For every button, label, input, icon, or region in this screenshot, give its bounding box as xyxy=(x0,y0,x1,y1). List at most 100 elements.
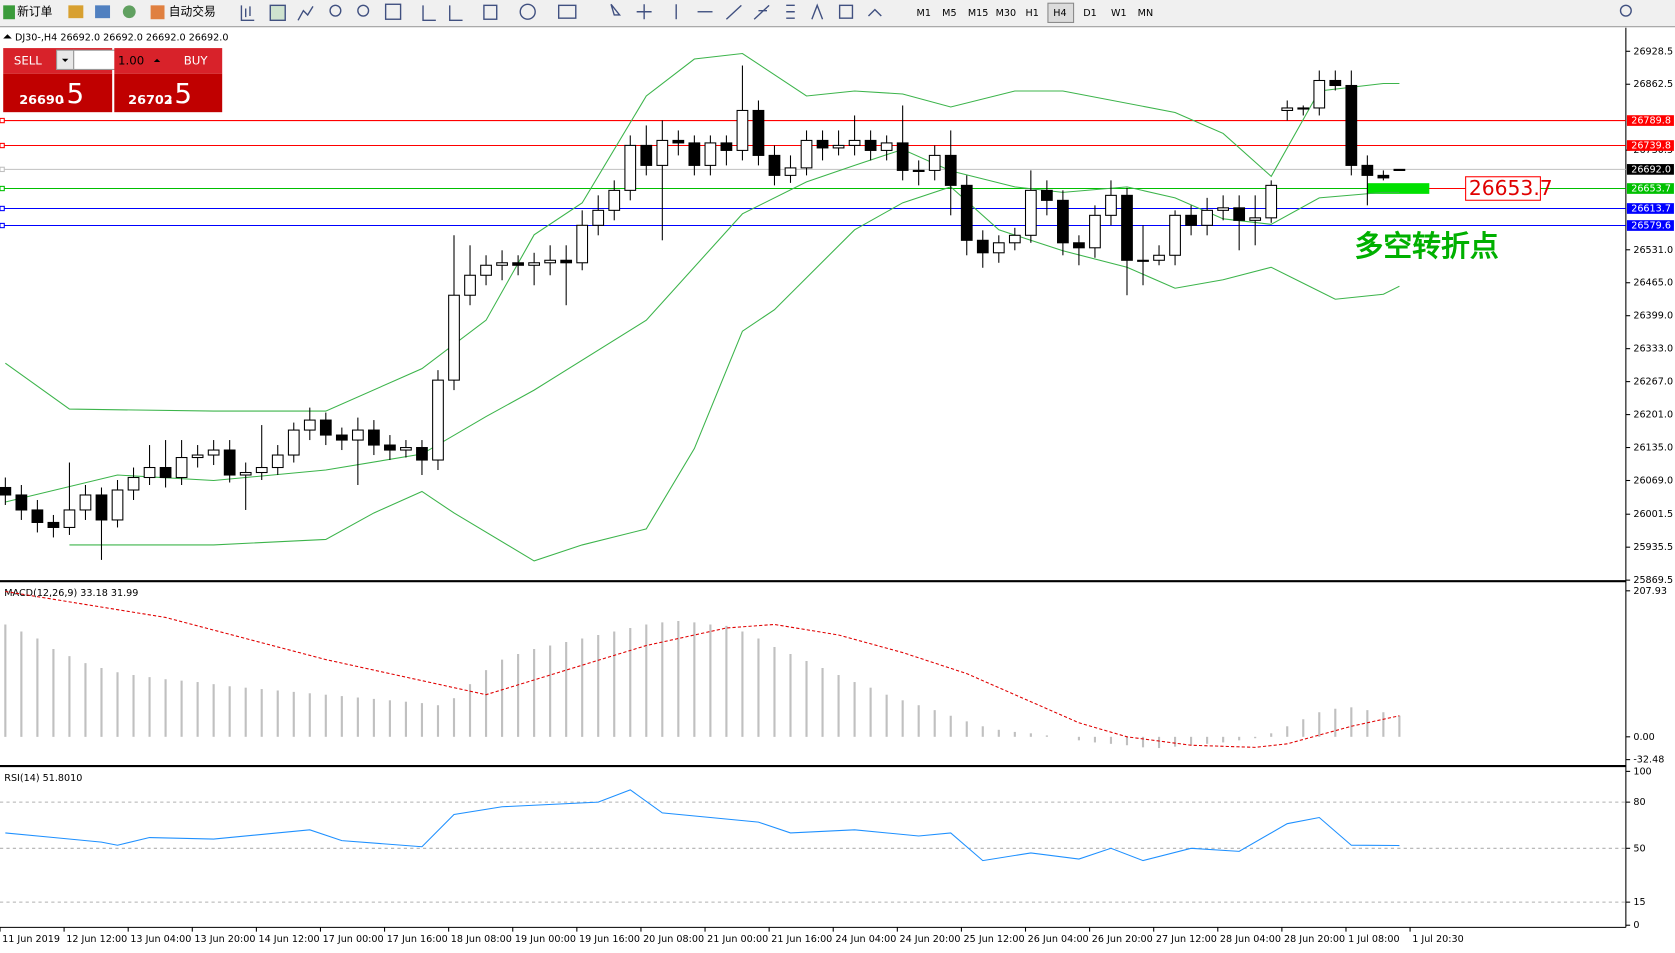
sell-pips[interactable]: .5 xyxy=(58,77,84,110)
candle-body xyxy=(303,419,316,431)
candle-body xyxy=(544,259,557,264)
candle-body xyxy=(528,262,540,266)
time-tick-label: 25 Jun 12:00 xyxy=(964,934,1025,945)
macd-label: MACD(12,26,9) 33.18 31.99 xyxy=(4,588,138,599)
periods-icon[interactable] xyxy=(519,3,536,20)
macd-tick-label: -32.48 xyxy=(1633,755,1664,766)
buy-pips[interactable]: .5 xyxy=(166,77,192,110)
timeframe-button[interactable]: M5 xyxy=(942,8,956,19)
timeframe-button[interactable]: H4 xyxy=(1053,8,1066,19)
new-order-icon[interactable] xyxy=(3,5,15,20)
candle-body xyxy=(207,449,220,456)
tile-icon[interactable] xyxy=(384,3,402,20)
symbol-arrow xyxy=(3,34,12,39)
time-tick-label: 27 Jun 12:00 xyxy=(1156,934,1217,945)
sell-label[interactable]: SELL xyxy=(14,53,42,67)
fibo-icon[interactable] xyxy=(786,4,795,19)
search-icon[interactable] xyxy=(1619,4,1632,17)
new-order-button[interactable]: 新订单 xyxy=(17,4,52,18)
bar-chart-icon[interactable] xyxy=(240,5,255,21)
toolbar-icon[interactable] xyxy=(122,5,136,19)
candle-body xyxy=(47,521,60,528)
rsi-label: RSI(14) 51.8010 xyxy=(4,773,82,784)
timeframe-button[interactable]: MN xyxy=(1138,8,1153,19)
candle-body xyxy=(31,509,44,523)
candle-body xyxy=(704,142,717,166)
annotation-text: 多空转折点 xyxy=(1355,229,1499,263)
candle-body xyxy=(1233,207,1246,221)
candle-body xyxy=(1217,207,1230,211)
cursor-icon[interactable] xyxy=(610,3,622,16)
candle-body xyxy=(1153,254,1165,261)
level-label-bg xyxy=(1626,140,1674,151)
sell-price[interactable]: 26690 xyxy=(19,93,64,108)
buy-price-box[interactable] xyxy=(114,73,223,113)
time-tick-label: 24 Jun 20:00 xyxy=(899,934,960,945)
rsi-tick-label: 15 xyxy=(1633,897,1645,908)
turning-point-marker xyxy=(1367,183,1430,194)
time-tick-label: 11 Jun 2019 xyxy=(2,934,60,945)
candle-body xyxy=(255,466,268,474)
shift-icon[interactable] xyxy=(449,5,463,21)
indicators-icon[interactable] xyxy=(483,4,498,20)
candle-body xyxy=(992,242,1005,254)
time-tick-label: 21 Jun 00:00 xyxy=(707,934,768,945)
templates-icon[interactable] xyxy=(557,4,577,19)
level-label: 26653.7 xyxy=(1631,184,1671,195)
sell-price-box[interactable] xyxy=(3,73,113,113)
one-click-trading: SELL 1.00 BUY 26690 .5 26702 .5 xyxy=(3,48,223,113)
buy-button[interactable] xyxy=(114,48,223,74)
time-tick-label: 12 Jun 12:00 xyxy=(66,934,127,945)
candle-chart-icon[interactable] xyxy=(269,4,286,21)
time-tick-label: 18 Jun 08:00 xyxy=(451,934,512,945)
bollinger-lower xyxy=(69,186,1400,562)
trendline-icon[interactable] xyxy=(725,4,742,20)
candle-body xyxy=(1089,214,1101,249)
zoom-in-icon[interactable] xyxy=(329,4,342,17)
level-label: 26579.6 xyxy=(1631,221,1671,232)
timeframe-button[interactable]: M1 xyxy=(917,8,931,19)
timeframe-button[interactable]: W1 xyxy=(1111,8,1127,19)
price-tick-label: 26928.5 xyxy=(1633,46,1673,57)
candle-body xyxy=(159,466,172,479)
candle-body xyxy=(319,419,332,436)
candle-body xyxy=(175,456,188,479)
toolbar-icon[interactable] xyxy=(68,5,84,19)
text-icon[interactable] xyxy=(811,3,824,20)
bollinger-upper xyxy=(5,52,1400,412)
timeframe-button[interactable]: M30 xyxy=(996,8,1017,19)
timeframe-button[interactable]: D1 xyxy=(1083,8,1097,19)
level-label: 26739.8 xyxy=(1631,141,1671,152)
auto-trade-icon[interactable] xyxy=(150,5,165,20)
label-icon[interactable] xyxy=(838,4,854,19)
autoscroll-icon[interactable] xyxy=(422,5,436,21)
candle-body xyxy=(1008,234,1021,244)
candle-body xyxy=(1121,194,1133,261)
buy-price[interactable]: 26702 xyxy=(128,93,173,108)
zoom-out-icon[interactable] xyxy=(357,4,370,17)
candle-body xyxy=(63,509,76,528)
buy-label[interactable]: BUY xyxy=(184,53,209,67)
time-tick-label: 19 Jun 00:00 xyxy=(515,934,576,945)
toolbar-icon[interactable] xyxy=(95,5,111,19)
level-label-bg xyxy=(1626,220,1674,231)
candle-body xyxy=(1073,242,1085,249)
lot-value[interactable]: 1.00 xyxy=(118,53,144,67)
candle-body xyxy=(1249,217,1262,221)
timeframe-button[interactable]: M15 xyxy=(968,8,989,19)
crosshair-icon[interactable] xyxy=(636,4,652,20)
arrows-icon[interactable] xyxy=(867,8,882,17)
price-tick-label: 26267.0 xyxy=(1633,377,1673,388)
channel-icon[interactable] xyxy=(753,4,770,20)
candle-body xyxy=(1040,189,1053,201)
price-tick-label: 26465.0 xyxy=(1633,278,1673,289)
candle-body xyxy=(832,144,845,149)
time-tick-label: 17 Jun 16:00 xyxy=(387,934,448,945)
candle-body xyxy=(1313,79,1326,109)
auto-trade-button[interactable]: 自动交易 xyxy=(169,4,216,18)
time-tick-label: 1 Jul 20:30 xyxy=(1412,934,1464,945)
timeframe-button[interactable]: H1 xyxy=(1026,8,1039,19)
line-chart-icon[interactable] xyxy=(297,6,314,21)
candle-body xyxy=(864,139,877,151)
